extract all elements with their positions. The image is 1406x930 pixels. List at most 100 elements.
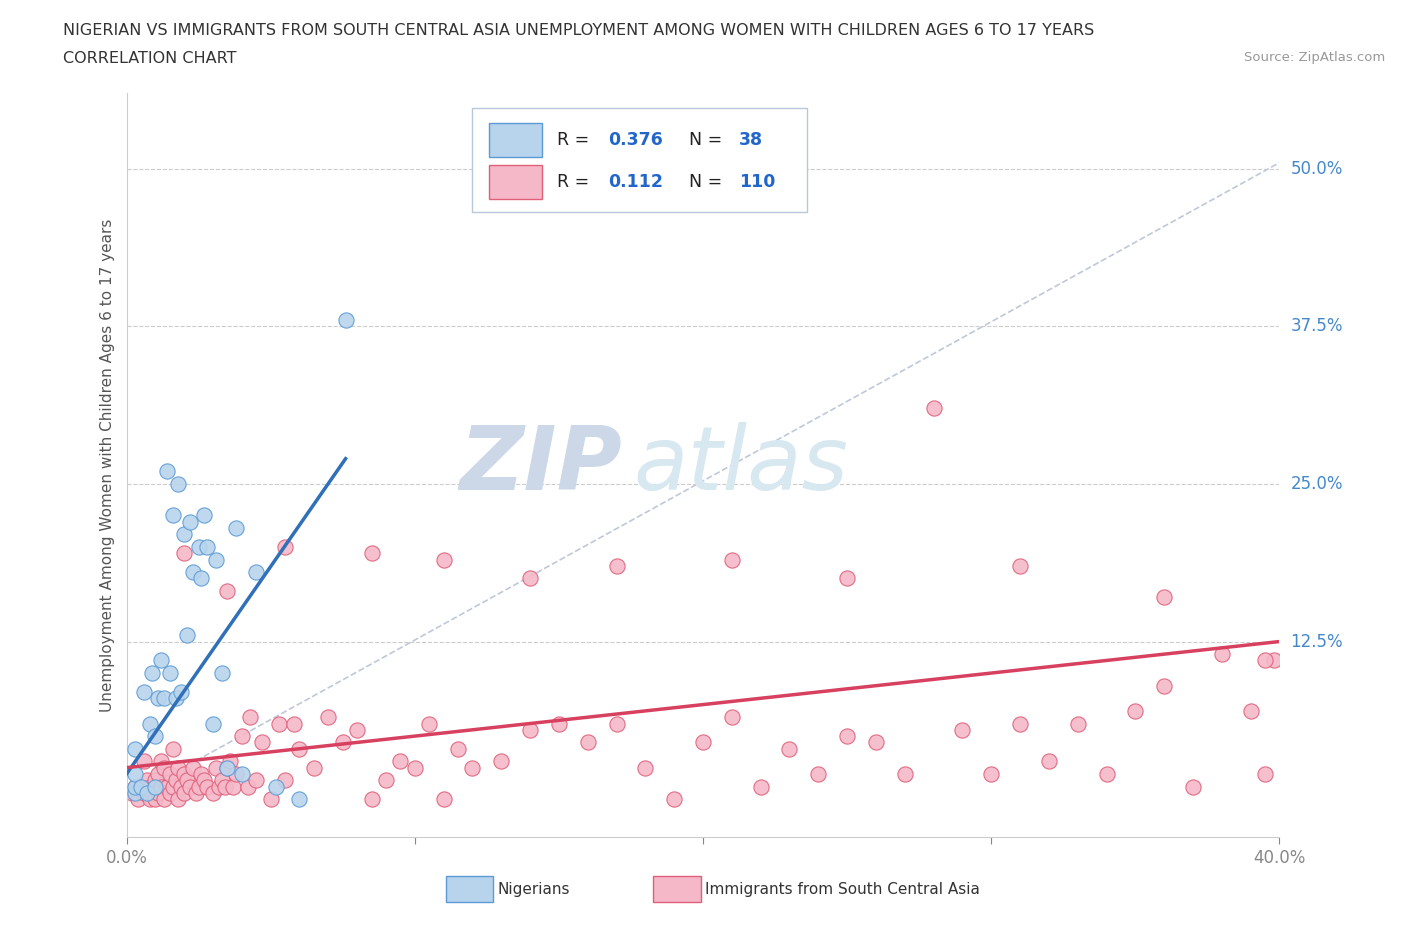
Point [195, 539, 218, 554]
Point [418, 716, 440, 731]
Point [835, 571, 858, 586]
Point [404, 760, 426, 775]
Text: ZIP: ZIP [460, 421, 623, 509]
Point [236, 779, 259, 794]
Point [389, 754, 412, 769]
Point [749, 779, 772, 794]
Point [1038, 754, 1060, 769]
Point [548, 716, 571, 731]
Point [346, 723, 368, 737]
Point [150, 754, 173, 769]
Point [720, 552, 742, 567]
Point [692, 735, 714, 750]
Text: R =: R = [557, 131, 595, 149]
Point [132, 684, 155, 699]
Point [150, 779, 173, 794]
Point [214, 779, 236, 794]
Point [132, 754, 155, 769]
Text: Source: ZipAtlas.com: Source: ZipAtlas.com [1244, 51, 1385, 64]
FancyBboxPatch shape [446, 876, 494, 902]
Point [184, 786, 207, 801]
Point [491, 754, 513, 769]
Point [205, 552, 228, 567]
Point [1010, 716, 1032, 731]
Point [980, 766, 1002, 781]
Point [302, 760, 325, 775]
Point [1254, 766, 1277, 781]
Point [1240, 703, 1263, 718]
Point [779, 741, 801, 756]
Text: 0.112: 0.112 [609, 173, 664, 192]
Point [165, 773, 187, 788]
Point [1125, 703, 1147, 718]
Point [1067, 716, 1090, 731]
Point [332, 735, 354, 750]
Point [231, 766, 253, 781]
Text: NIGERIAN VS IMMIGRANTS FROM SOUTH CENTRAL ASIA UNEMPLOYMENT AMONG WOMEN WITH CHI: NIGERIAN VS IMMIGRANTS FROM SOUTH CENTRA… [63, 23, 1094, 38]
Point [173, 786, 195, 801]
FancyBboxPatch shape [488, 166, 541, 199]
Point [179, 514, 201, 529]
Point [922, 401, 945, 416]
Point [1095, 766, 1118, 781]
Point [1010, 558, 1032, 573]
Text: R =: R = [557, 173, 595, 192]
FancyBboxPatch shape [654, 876, 700, 902]
Point [156, 464, 179, 479]
Point [138, 779, 160, 794]
Point [211, 773, 233, 788]
Point [124, 741, 146, 756]
Point [894, 766, 917, 781]
Point [190, 571, 212, 586]
Point [141, 666, 163, 681]
Point [634, 760, 657, 775]
Point [153, 691, 176, 706]
Point [720, 710, 742, 724]
Point [195, 779, 218, 794]
Point [202, 716, 225, 731]
Point [274, 539, 297, 554]
Point [167, 476, 190, 491]
Text: atlas: atlas [634, 422, 849, 508]
Point [269, 716, 291, 731]
Point [576, 735, 599, 750]
Point [167, 760, 190, 775]
Point [153, 760, 176, 775]
Text: 38: 38 [738, 131, 763, 149]
Point [159, 786, 181, 801]
Point [283, 716, 305, 731]
Point [433, 791, 456, 806]
Point [664, 791, 686, 806]
Point [1263, 653, 1285, 668]
Text: N =: N = [689, 131, 728, 149]
Point [225, 521, 247, 536]
Point [1254, 653, 1277, 668]
Point [865, 735, 887, 750]
Point [225, 766, 247, 781]
Point [259, 791, 281, 806]
Point [318, 710, 340, 724]
Text: 50.0%: 50.0% [1291, 160, 1343, 178]
Point [148, 691, 170, 706]
FancyBboxPatch shape [472, 108, 807, 212]
Point [461, 760, 484, 775]
Point [124, 779, 146, 794]
Point [132, 786, 155, 801]
Text: Immigrants from South Central Asia: Immigrants from South Central Asia [706, 882, 980, 897]
Point [179, 779, 201, 794]
Point [288, 791, 311, 806]
FancyBboxPatch shape [488, 123, 541, 157]
Point [217, 584, 239, 599]
Point [159, 666, 181, 681]
Point [266, 779, 288, 794]
Point [1181, 779, 1204, 794]
Point [159, 766, 181, 781]
Point [205, 760, 228, 775]
Point [519, 723, 541, 737]
Point [176, 773, 198, 788]
Point [245, 565, 267, 579]
Point [156, 779, 179, 794]
Point [202, 786, 225, 801]
Point [239, 710, 262, 724]
Point [193, 508, 215, 523]
